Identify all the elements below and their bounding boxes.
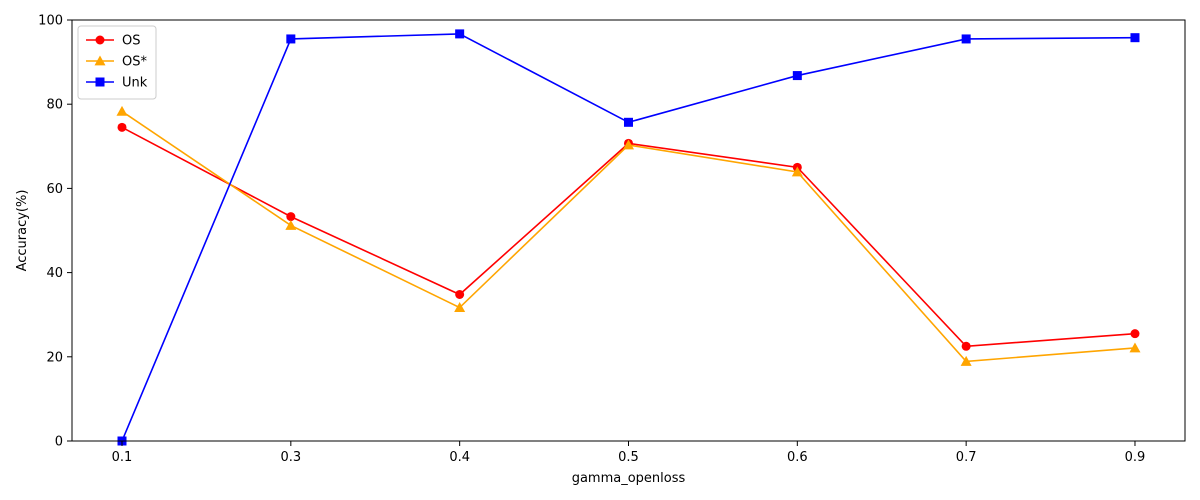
legend-item: OS* bbox=[86, 55, 147, 70]
y-tick-label: 20 bbox=[46, 350, 63, 365]
legend-item: Unk bbox=[86, 76, 148, 91]
data-point-os-2 bbox=[455, 289, 465, 299]
y-tick-label: 0 bbox=[55, 435, 63, 450]
data-point-os--0 bbox=[116, 105, 128, 116]
series-line-os bbox=[121, 126, 1136, 348]
plot-area bbox=[116, 29, 1141, 446]
plot-frame bbox=[71, 19, 1186, 442]
x-axis-label: gamma_openloss bbox=[572, 471, 686, 486]
data-point-os--4 bbox=[791, 166, 803, 177]
data-point-os--2 bbox=[454, 302, 466, 312]
x-tick-label: 0.7 bbox=[956, 450, 977, 465]
data-point-os-6 bbox=[1130, 329, 1140, 339]
data-point-os--1 bbox=[285, 219, 297, 230]
y-tick-label: 40 bbox=[46, 266, 63, 281]
x-tick-label: 0.5 bbox=[618, 450, 639, 465]
legend-marker bbox=[95, 35, 105, 45]
data-point-unk-1 bbox=[286, 34, 296, 44]
x-tick-label: 0.6 bbox=[787, 450, 808, 465]
legend: OS OS* Unk bbox=[77, 25, 157, 100]
y-axis-label: Accuracy(%) bbox=[15, 190, 30, 272]
legend-label: Unk bbox=[122, 76, 148, 91]
x-tick-label: 0.4 bbox=[449, 450, 470, 465]
legend-label: OS bbox=[122, 34, 140, 49]
data-point-os-1 bbox=[286, 212, 296, 222]
data-point-os--3 bbox=[622, 139, 634, 150]
axes: 0.1 0.3 0.4 0.5 0.6 0.7 0.9 0 20 40 60 80 100 bbox=[38, 14, 1186, 465]
legend-marker bbox=[95, 77, 105, 87]
data-point-os--6 bbox=[1129, 342, 1141, 353]
series-line-unk bbox=[121, 33, 1135, 442]
x-tick-label: 0.9 bbox=[1125, 450, 1146, 465]
y-tick-label: 80 bbox=[46, 98, 63, 113]
data-point-unk-2 bbox=[455, 29, 465, 39]
y-tick-label: 100 bbox=[38, 14, 63, 29]
y-tick-label: 60 bbox=[46, 182, 63, 197]
x-tick-label: 0.1 bbox=[112, 450, 133, 465]
legend-label: OS* bbox=[122, 55, 147, 70]
data-point-unk-4 bbox=[792, 71, 802, 81]
x-tick-label: 0.3 bbox=[280, 450, 301, 465]
legend-marker bbox=[94, 55, 106, 66]
data-point-os-0 bbox=[117, 122, 127, 132]
data-point-unk-6 bbox=[1130, 33, 1140, 43]
data-point-unk-3 bbox=[623, 117, 633, 127]
legend-item: OS bbox=[86, 34, 140, 49]
data-point-os-5 bbox=[961, 341, 971, 351]
data-point-unk-5 bbox=[961, 34, 971, 44]
data-point-os--5 bbox=[960, 355, 972, 366]
